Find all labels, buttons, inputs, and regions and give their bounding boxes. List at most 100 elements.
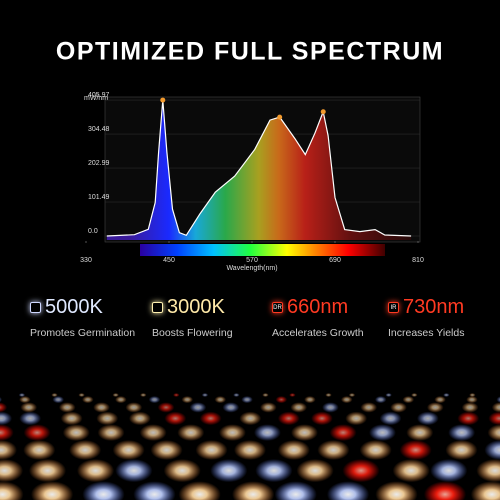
x-tick-label: 330 <box>80 257 92 264</box>
feature-label: Promotes Germination <box>30 327 136 339</box>
grow-light <box>340 396 353 404</box>
grow-light <box>96 411 119 426</box>
spectrum-bar <box>140 244 385 256</box>
grow-light <box>311 411 333 426</box>
grow-light <box>274 481 317 500</box>
feature-icon <box>152 302 163 313</box>
grow-light <box>233 440 266 460</box>
grow-light <box>18 393 26 397</box>
grow-light <box>375 481 418 500</box>
x-tick-label: 450 <box>163 257 175 264</box>
grow-light <box>289 393 296 397</box>
spectrum-line <box>106 100 412 237</box>
grow-light <box>189 402 207 413</box>
grow-light <box>82 396 94 404</box>
y-tick-label: 0.0 <box>88 228 98 235</box>
y-tick-label: 202.99 <box>88 160 110 167</box>
grow-light <box>253 424 281 441</box>
grow-light <box>275 396 288 404</box>
grow-light <box>322 402 339 413</box>
grow-light <box>416 411 439 426</box>
grow-light <box>392 459 430 483</box>
grow-light <box>359 440 392 460</box>
grow-light <box>399 440 432 460</box>
grow-light <box>348 393 356 397</box>
grow-light <box>125 402 143 413</box>
grow-light <box>491 402 500 413</box>
grow-light <box>379 411 402 426</box>
feature-icon: IR <box>388 302 399 313</box>
grow-light <box>181 396 194 404</box>
y-tick-label: 101.49 <box>88 194 110 201</box>
grow-light <box>51 393 58 397</box>
grow-light <box>345 411 368 426</box>
grow-light <box>262 393 269 397</box>
grow-light <box>487 424 500 441</box>
feature-label: Boosts Flowering <box>152 327 233 339</box>
grow-light <box>255 459 293 483</box>
grow-light <box>210 459 248 483</box>
feature: IR 730nm Increases Yields <box>388 296 464 339</box>
grow-light <box>52 396 64 404</box>
grow-light <box>277 440 310 460</box>
grow-light <box>296 459 334 483</box>
grow-light <box>277 411 300 426</box>
grow-light <box>448 424 476 441</box>
feature: 3000K Boosts Flowering <box>152 296 233 339</box>
grow-light <box>163 459 201 483</box>
grow-light <box>496 396 500 403</box>
x-tick-label: 810 <box>412 257 424 264</box>
grow-light <box>232 481 275 500</box>
peak-marker <box>160 97 166 103</box>
grow-light <box>140 393 147 397</box>
feature-value: 660nm <box>287 296 349 318</box>
grow-light <box>128 411 151 426</box>
feature-label: Increases Yields <box>388 327 465 339</box>
grow-light <box>0 396 3 403</box>
grow-light <box>430 459 468 483</box>
grow-light <box>20 402 38 413</box>
x-axis-label: Wavelength(nm) <box>226 265 277 272</box>
feature-label: Accelerates Growth <box>272 327 364 339</box>
feature-value: 5000K <box>45 296 103 318</box>
feature: 5000K Promotes Germination <box>30 296 135 339</box>
grow-light <box>0 459 24 483</box>
y-tick-label: 304.48 <box>88 126 110 133</box>
grow-light <box>178 481 221 500</box>
feature-value: 730nm <box>403 296 465 318</box>
grow-light <box>457 411 480 426</box>
grow-light <box>0 440 17 460</box>
grow-light <box>488 411 500 426</box>
grow-light <box>374 396 387 404</box>
grow-light <box>222 402 240 413</box>
grow-light <box>329 424 357 441</box>
grow-light <box>112 393 119 397</box>
grow-light <box>93 402 110 413</box>
feature-icon: DR <box>272 302 283 313</box>
grow-light <box>82 481 125 500</box>
grow-light <box>112 440 145 460</box>
grow-light <box>195 440 228 460</box>
grow-light <box>369 424 396 441</box>
grow-light <box>385 393 392 397</box>
grow-light <box>115 396 127 404</box>
grow-lights <box>0 393 500 500</box>
grow-light <box>466 396 478 404</box>
grow-light <box>148 396 161 404</box>
feature: DR 660nm Accelerates Growth <box>272 296 364 339</box>
grow-light <box>133 481 176 500</box>
grow-light <box>342 459 380 483</box>
grow-light <box>241 396 253 404</box>
grow-light <box>219 424 246 441</box>
grow-light <box>19 411 42 426</box>
grow-light <box>30 481 74 500</box>
peak-marker <box>320 109 326 115</box>
grow-light <box>443 393 450 397</box>
grow-light <box>115 459 153 483</box>
grow-light <box>325 393 332 397</box>
grow-light <box>0 411 13 426</box>
grow-light <box>426 402 444 413</box>
grow-light <box>317 440 350 460</box>
